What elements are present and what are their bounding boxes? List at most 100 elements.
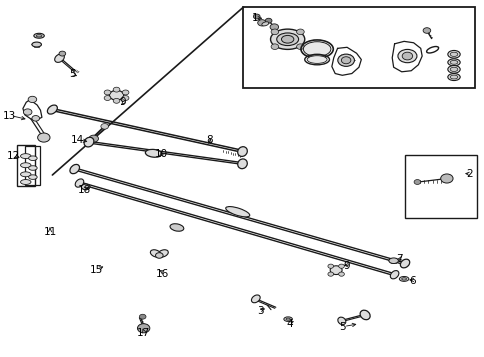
Bar (16, 145, 35, 186)
Ellipse shape (449, 60, 457, 64)
Text: 10: 10 (155, 149, 168, 159)
Ellipse shape (75, 179, 84, 187)
Ellipse shape (251, 295, 259, 303)
Text: 11: 11 (43, 227, 57, 237)
Circle shape (38, 133, 50, 142)
Ellipse shape (330, 266, 341, 275)
Ellipse shape (341, 57, 350, 64)
Ellipse shape (337, 317, 345, 325)
Text: 1: 1 (252, 13, 258, 23)
Text: 14: 14 (70, 135, 84, 145)
Circle shape (270, 24, 278, 30)
Ellipse shape (150, 250, 161, 257)
Ellipse shape (388, 258, 397, 263)
Circle shape (122, 90, 129, 95)
Circle shape (113, 87, 120, 92)
Ellipse shape (276, 33, 298, 46)
Ellipse shape (390, 271, 398, 279)
Ellipse shape (401, 52, 412, 60)
Text: 3: 3 (257, 306, 263, 316)
Text: 9: 9 (343, 261, 349, 271)
Bar (404, 155, 476, 218)
Ellipse shape (286, 318, 289, 320)
Circle shape (101, 124, 108, 129)
Circle shape (113, 99, 120, 103)
Ellipse shape (283, 317, 292, 321)
Ellipse shape (270, 29, 304, 49)
Text: 9: 9 (119, 97, 126, 107)
Ellipse shape (84, 137, 94, 147)
Ellipse shape (400, 259, 409, 268)
Ellipse shape (225, 207, 249, 217)
Ellipse shape (145, 149, 162, 157)
Ellipse shape (398, 276, 408, 281)
Ellipse shape (449, 67, 457, 71)
Ellipse shape (70, 165, 79, 174)
Circle shape (440, 174, 452, 183)
Circle shape (155, 253, 163, 258)
Text: 12: 12 (7, 151, 20, 161)
Circle shape (338, 264, 344, 268)
Text: 4: 4 (286, 319, 293, 329)
Ellipse shape (449, 75, 457, 79)
Circle shape (32, 116, 40, 121)
Ellipse shape (302, 42, 330, 56)
Circle shape (104, 90, 110, 95)
Bar (25, 146, 40, 185)
Ellipse shape (55, 54, 64, 62)
Ellipse shape (449, 52, 457, 56)
Circle shape (23, 109, 32, 115)
Bar (243, 7, 474, 87)
Text: 2: 2 (466, 169, 472, 179)
Circle shape (327, 264, 333, 268)
Ellipse shape (20, 172, 31, 177)
Ellipse shape (36, 35, 42, 37)
Text: 13: 13 (3, 111, 16, 121)
Text: 7: 7 (395, 254, 402, 264)
Circle shape (59, 51, 65, 56)
Circle shape (122, 96, 129, 100)
Ellipse shape (337, 54, 354, 66)
Ellipse shape (20, 180, 31, 185)
Circle shape (413, 180, 420, 185)
Ellipse shape (447, 65, 459, 73)
Circle shape (422, 28, 430, 33)
Ellipse shape (29, 156, 37, 161)
Ellipse shape (237, 147, 247, 156)
Ellipse shape (447, 59, 459, 66)
Text: 16: 16 (156, 269, 169, 279)
Circle shape (89, 135, 98, 142)
Ellipse shape (397, 49, 416, 63)
Text: 8: 8 (206, 135, 212, 145)
Ellipse shape (281, 35, 293, 43)
Ellipse shape (29, 166, 37, 170)
Ellipse shape (109, 90, 123, 100)
Ellipse shape (170, 224, 183, 231)
Ellipse shape (32, 42, 41, 47)
Ellipse shape (20, 154, 31, 159)
Ellipse shape (237, 159, 247, 169)
Circle shape (327, 272, 333, 276)
Circle shape (296, 44, 303, 50)
Circle shape (253, 14, 259, 19)
Text: 6: 6 (408, 276, 415, 286)
Ellipse shape (401, 278, 406, 280)
Circle shape (137, 324, 150, 333)
Circle shape (139, 314, 146, 319)
Ellipse shape (306, 56, 326, 64)
Ellipse shape (81, 184, 90, 190)
Ellipse shape (157, 250, 168, 257)
Circle shape (271, 29, 278, 35)
Ellipse shape (47, 105, 57, 114)
Circle shape (28, 96, 37, 102)
Ellipse shape (447, 50, 459, 58)
Circle shape (257, 20, 266, 26)
Text: 17: 17 (137, 328, 150, 338)
Circle shape (296, 29, 303, 35)
Ellipse shape (261, 22, 268, 26)
Circle shape (338, 272, 344, 276)
Text: 5: 5 (69, 69, 76, 79)
Circle shape (104, 96, 110, 100)
Circle shape (271, 44, 278, 50)
Ellipse shape (34, 33, 44, 38)
